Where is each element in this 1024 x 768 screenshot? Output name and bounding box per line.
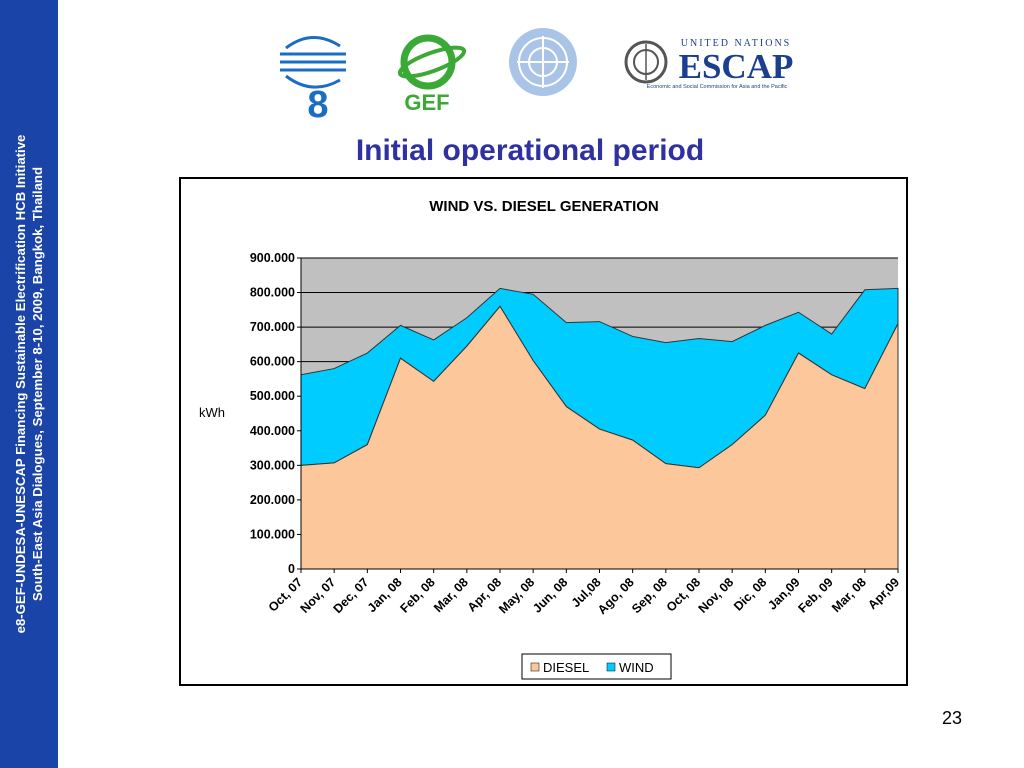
x-tick-label: Feb, 09 <box>795 575 835 615</box>
y-tick-label: 900.000 <box>250 251 295 265</box>
conference-caption-line1: e8-GEF-UNDESA-UNESCAP Financing Sustaina… <box>13 134 28 634</box>
gef-logo-text: GEF <box>404 90 449 115</box>
legend: DIESEL WIND <box>521 653 672 680</box>
escap-un-text: UNITED NATIONS <box>681 38 792 49</box>
x-tick-label: Ago, 08 <box>595 575 637 617</box>
escap-logo: UNITED NATIONS ESCAP Economic and Social… <box>624 38 794 90</box>
escap-sub-text: Economic and Social Commission for Asia … <box>647 84 788 90</box>
x-tick-label: Apr,09 <box>865 575 902 612</box>
e8-logo-text: 8 <box>307 84 328 125</box>
y-tick-label: 200.000 <box>250 493 295 507</box>
y-tick-label: 400.000 <box>250 424 295 438</box>
legend-swatch-wind <box>606 662 616 672</box>
chart-title: WIND VS. DIESEL GENERATION <box>429 198 658 215</box>
chart: WIND VS. DIESEL GENERATION 0 100.000 200.0… <box>199 198 902 680</box>
y-tick-label: 600.000 <box>250 355 295 369</box>
sidebar-band: e8-GEF-UNDESA-UNESCAP Financing Sustaina… <box>0 0 58 768</box>
plot-area: 0 100.000 200.000 300.000 400.000 500.000 600.… <box>250 251 902 617</box>
x-tick-label: Dic, 08 <box>731 575 769 613</box>
x-tick-label: Mar, 08 <box>431 575 471 615</box>
y-axis-label: kWh <box>199 405 225 420</box>
x-tick-label: Mar, 08 <box>829 575 869 615</box>
y-tick-label: 500.000 <box>250 389 295 403</box>
logo-strip: 8 GEF UNITED NATIONS ESCAP Economic and … <box>280 28 794 125</box>
legend-box <box>521 653 672 680</box>
x-tick-label: Jun, 08 <box>530 575 570 615</box>
y-tick-label: 100.000 <box>250 527 295 541</box>
x-tick-label: Jan, 08 <box>365 575 405 615</box>
escap-name-text: ESCAP <box>679 47 794 86</box>
y-tick-label: 700.000 <box>250 320 295 334</box>
legend-label-wind: WIND <box>619 660 654 675</box>
conference-caption-line2: South-East Asia Dialogues, September 8-1… <box>30 166 45 602</box>
e8-logo: 8 <box>280 36 346 125</box>
un-emblem <box>509 28 577 96</box>
y-tick-label: 0 <box>288 562 295 576</box>
page-number: 23 <box>941 708 962 728</box>
x-tick-label: Feb, 08 <box>397 575 437 615</box>
x-tick-label: Nov, 08 <box>696 575 737 616</box>
y-tick-label: 800.000 <box>250 286 295 300</box>
legend-label-diesel: DIESEL <box>543 660 589 675</box>
legend-swatch-diesel <box>530 662 540 672</box>
slide-title: Initial operational period <box>355 134 705 167</box>
gef-logo: GEF <box>397 34 467 115</box>
x-tick-label: Nov, 07 <box>298 575 339 616</box>
x-tick-label: May, 08 <box>496 575 537 616</box>
x-tick-label: Sep, 08 <box>629 575 670 616</box>
conference-caption: e8-GEF-UNDESA-UNESCAP Financing Sustaina… <box>12 14 46 754</box>
x-tick-label: Dec, 07 <box>331 575 372 616</box>
y-tick-label: 300.000 <box>250 458 295 472</box>
series-area-diesel <box>300 305 899 570</box>
